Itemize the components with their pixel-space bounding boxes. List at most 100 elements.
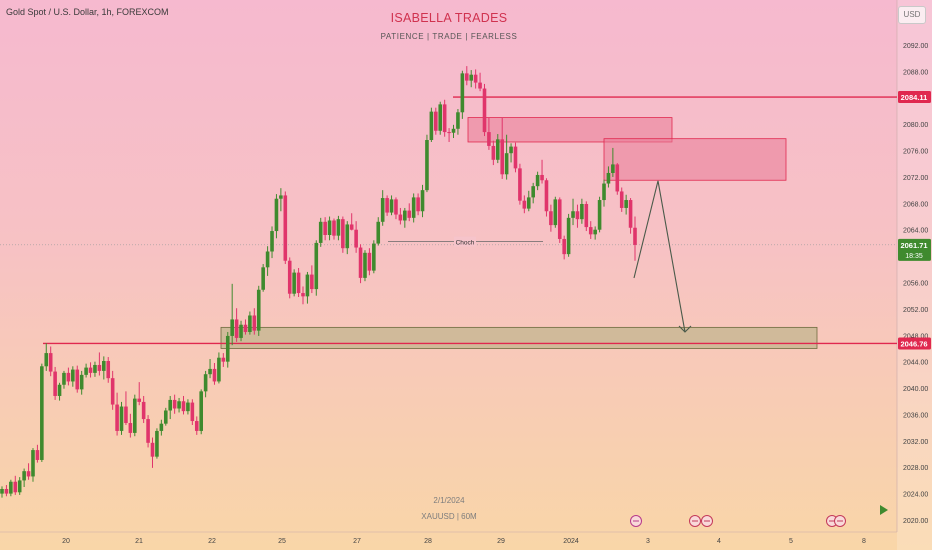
candle-bullish	[318, 221, 323, 243]
x-tick-label: 5	[789, 538, 793, 545]
candle-bearish	[141, 401, 146, 420]
candle-bearish	[221, 357, 226, 362]
candle-bearish	[212, 368, 217, 382]
candle-bullish	[203, 374, 208, 392]
x-tick-label: 28	[424, 538, 432, 545]
price-badge-label: 2061.71	[900, 241, 927, 250]
candle-bullish	[261, 267, 265, 290]
candle-bullish	[376, 221, 381, 244]
candle-bearish	[66, 372, 71, 382]
candle-bullish	[159, 423, 164, 431]
y-tick-label: 2080.00	[903, 122, 928, 129]
supply-zone-2[interactable]	[603, 138, 787, 181]
projection-arrowhead	[678, 325, 692, 333]
candle-bullish	[345, 224, 350, 249]
candle-bullish	[336, 219, 341, 236]
y-tick-label: 2072.00	[903, 175, 928, 182]
y-tick-label: 2056.00	[903, 281, 928, 288]
candle-bearish	[172, 399, 177, 409]
candle-bullish	[305, 274, 310, 297]
candle-bullish	[372, 243, 376, 271]
candle-bullish	[429, 111, 434, 140]
scroll-right-icon[interactable]	[880, 505, 888, 515]
candle-bearish	[128, 423, 133, 433]
candle-bullish	[217, 357, 221, 382]
candle-bullish	[31, 450, 35, 477]
y-tick-label: 2028.00	[903, 465, 928, 472]
candle-bearish	[447, 132, 451, 134]
candle-bullish	[279, 195, 283, 199]
y-tick-label: 2092.00	[903, 43, 928, 50]
candle-bearish	[35, 450, 40, 460]
candle-bullish	[535, 174, 540, 187]
candle-bullish	[79, 374, 84, 390]
candle-bearish	[252, 315, 257, 331]
candle-bullish	[230, 319, 234, 336]
watermark-symbol: XAUUSD | 60M	[421, 512, 477, 521]
candle-bearish	[234, 319, 239, 338]
candle-bullish	[265, 251, 270, 268]
candle-bearish	[562, 238, 566, 255]
candle-bullish	[611, 164, 615, 173]
candle-bullish	[456, 112, 460, 129]
candle-bearish	[110, 378, 115, 405]
candle-bearish	[518, 168, 522, 201]
watermark-date: 2/1/2024	[433, 496, 465, 505]
demand-zone[interactable]	[220, 326, 818, 349]
candle-bullish	[22, 471, 26, 481]
candle-bearish	[296, 272, 301, 294]
y-tick-label: 2040.00	[903, 386, 928, 393]
candle-bullish	[155, 430, 159, 457]
candle-bearish	[588, 227, 593, 235]
candle-bullish	[208, 368, 212, 375]
candle-bearish	[310, 274, 314, 290]
candle-bullish	[526, 197, 531, 209]
candle-bullish	[132, 398, 137, 433]
candle-bearish	[442, 104, 447, 133]
candle-bullish	[606, 172, 611, 184]
currency-button[interactable]: USD	[898, 6, 926, 24]
projection-path[interactable]	[633, 180, 686, 333]
candle-bearish	[115, 404, 119, 431]
candle-bearish	[385, 198, 389, 213]
candle-bullish	[327, 220, 332, 235]
candle-bullish	[163, 410, 168, 424]
candle-bullish	[9, 481, 13, 494]
candle-bearish	[540, 174, 544, 181]
candle-bullish	[292, 272, 296, 294]
candle-bullish	[531, 186, 535, 198]
candle-bearish	[575, 211, 580, 220]
candle-bullish	[495, 139, 500, 160]
candle-bullish	[597, 200, 602, 230]
y-tick-label: 2032.00	[903, 439, 928, 446]
candle-bullish	[71, 369, 75, 382]
candle-bullish	[553, 199, 558, 226]
candle-bearish	[434, 111, 438, 131]
candle-bearish	[513, 146, 518, 169]
candle-bearish	[332, 220, 336, 236]
x-tick-label: 4	[717, 538, 721, 545]
symbol-title[interactable]: Gold Spot / U.S. Dollar, 1h, FOREXCOM	[6, 7, 169, 17]
candle-bearish	[619, 191, 624, 208]
candle-bullish	[62, 372, 66, 385]
x-tick-label: 22	[208, 538, 216, 545]
candle-bullish	[580, 203, 584, 220]
candle-bearish	[106, 361, 111, 379]
x-tick-label: 25	[278, 538, 286, 545]
price-badge	[898, 337, 931, 350]
candle-bearish	[88, 367, 93, 373]
candle-bearish	[416, 197, 420, 212]
y-tick-label: 2048.00	[903, 333, 928, 340]
candle-bullish	[314, 242, 319, 290]
candle-bullish	[119, 406, 124, 431]
candle-bullish	[177, 401, 181, 409]
choch-label-bg	[454, 236, 476, 247]
candle-bearish	[190, 402, 195, 422]
price-badge-label: 2046.76	[900, 339, 927, 348]
candle-bullish	[256, 289, 261, 331]
candle-bullish	[602, 183, 606, 201]
candle-bullish	[380, 198, 385, 222]
candle-bullish	[40, 366, 44, 460]
